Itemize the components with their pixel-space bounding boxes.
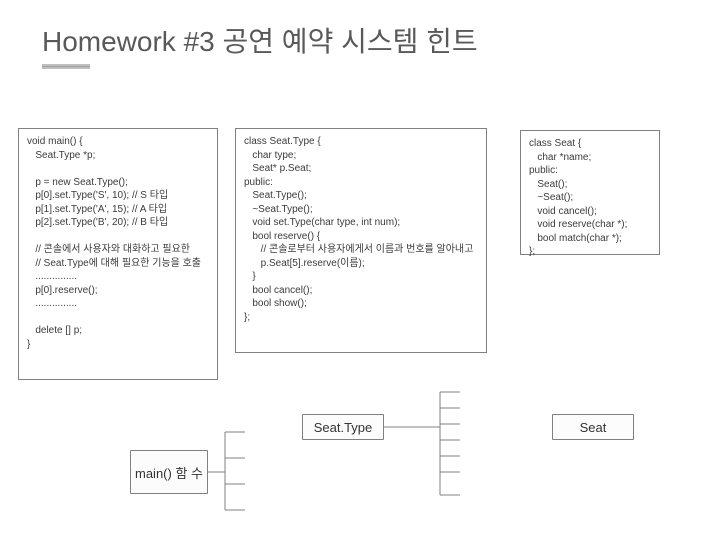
code-seat: class Seat { char *name; public: Seat();… — [520, 130, 660, 255]
title-accent-bar — [42, 64, 90, 69]
code-main: void main() { Seat.Type *p; p = new Seat… — [18, 128, 218, 380]
diagram-main-box: main() 함 수 — [130, 450, 208, 494]
code-seattype: class Seat.Type { char type; Seat* p.Sea… — [235, 128, 487, 353]
diagram-seat-box: Seat — [552, 414, 634, 440]
page-title: Homework #3 공연 예약 시스템 힌트 — [42, 20, 478, 60]
diagram-seattype-box: Seat.Type — [302, 414, 384, 440]
